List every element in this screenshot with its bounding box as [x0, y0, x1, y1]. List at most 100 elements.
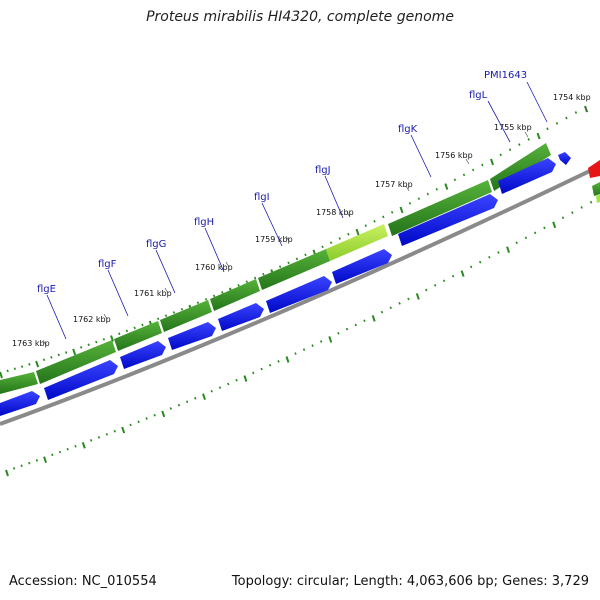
- minor-tick: [345, 327, 349, 331]
- major-tick: [81, 442, 86, 449]
- protein-arrow: [266, 276, 332, 313]
- major-tick: [243, 375, 248, 382]
- protein-arrow: [332, 249, 392, 284]
- minor-tick: [508, 148, 512, 152]
- minor-tick: [295, 257, 299, 261]
- gene-label-flgl: flgL: [469, 90, 488, 101]
- cds-track: [0, 143, 551, 394]
- major-tick: [161, 410, 166, 418]
- minor-tick: [268, 363, 272, 367]
- minor-tick: [518, 143, 521, 146]
- protein-arrow: [498, 158, 556, 194]
- cds-block: [114, 321, 162, 351]
- major-tick: [285, 356, 290, 363]
- minor-tick: [196, 301, 200, 305]
- minor-tick: [262, 272, 265, 276]
- outer-tick-marks: [0, 105, 588, 379]
- minor-tick: [433, 284, 437, 287]
- gene-labels: PMI1643 flgL flgK flgJ flgI flgH flgG fl…: [37, 70, 548, 340]
- minor-tick: [380, 310, 384, 314]
- minor-tick: [389, 306, 392, 310]
- minor-tick: [227, 382, 230, 386]
- kbp-label: 1757 kbp: [375, 180, 413, 189]
- minor-tick: [79, 346, 83, 349]
- minor-tick: [338, 237, 341, 240]
- protein-arrow: [0, 391, 40, 416]
- minor-tick: [304, 253, 307, 257]
- kbp-label: 1760 kbp: [195, 263, 233, 272]
- minor-tick: [580, 206, 583, 209]
- minor-tick: [133, 326, 136, 330]
- minor-tick: [524, 236, 528, 240]
- major-tick: [35, 360, 40, 368]
- gene-label-flgf: flgF: [98, 259, 117, 270]
- major-tick: [536, 132, 541, 140]
- major-tick: [5, 469, 9, 477]
- cds-block: [388, 180, 492, 236]
- kbp-label: 1756 kbp: [435, 151, 473, 160]
- minor-tick: [451, 274, 455, 278]
- minor-tick: [253, 276, 257, 280]
- major-tick: [444, 183, 449, 190]
- minor-tick: [87, 343, 90, 347]
- minor-tick: [426, 192, 430, 196]
- minor-tick: [58, 450, 62, 454]
- minor-tick: [245, 280, 249, 284]
- minor-tick: [20, 464, 23, 468]
- major-tick: [460, 270, 465, 277]
- kbp-label: 1761 kbp: [134, 289, 172, 298]
- minor-tick: [435, 187, 439, 191]
- minor-tick: [488, 255, 491, 259]
- minor-tick: [302, 348, 306, 351]
- minor-tick: [571, 211, 574, 214]
- minor-tick: [51, 453, 54, 457]
- minor-tick: [185, 400, 189, 404]
- minor-tick: [113, 429, 116, 433]
- cds-block-edge: [592, 182, 600, 196]
- minor-tick: [64, 351, 68, 354]
- protein-arrow: [398, 194, 498, 246]
- kbp-label: 1758 kbp: [316, 208, 354, 217]
- minor-tick: [364, 224, 367, 228]
- minor-tick: [180, 307, 184, 311]
- map-title: Proteus mirabilis HI4320, complete genom…: [146, 9, 454, 25]
- gene-label-flgj: flgJ: [315, 165, 331, 176]
- minor-tick: [20, 365, 24, 368]
- minor-tick: [118, 332, 121, 336]
- minor-tick: [156, 317, 160, 321]
- minor-tick: [278, 265, 282, 269]
- minor-tick: [499, 153, 502, 157]
- minor-tick: [102, 337, 106, 341]
- minor-tick: [97, 436, 101, 439]
- minor-tick: [204, 297, 208, 301]
- minor-tick: [125, 329, 129, 333]
- major-tick: [415, 293, 420, 300]
- minor-tick: [390, 211, 394, 214]
- kbp-label: 1759 kbp: [255, 235, 293, 244]
- minor-tick: [95, 340, 98, 344]
- minor-tick: [321, 245, 324, 249]
- minor-tick: [471, 168, 475, 172]
- minor-tick: [105, 432, 109, 436]
- kbp-scale: 1754 kbp 1755 kbp 1756 kbp 1757 kbp 1758…: [12, 93, 591, 348]
- minor-tick: [42, 358, 46, 362]
- kbp-label: 1755 kbp: [494, 123, 532, 132]
- minor-tick: [221, 291, 224, 294]
- gene-feature-edge: [596, 194, 600, 203]
- minor-tick: [212, 294, 216, 298]
- major-tick: [552, 221, 557, 229]
- minor-tick: [74, 444, 77, 448]
- kbp-label: 1762 kbp: [73, 315, 111, 324]
- minor-tick: [28, 461, 31, 465]
- minor-tick: [425, 288, 428, 292]
- major-tick: [43, 456, 47, 463]
- minor-tick: [565, 116, 568, 120]
- backbone-ring: [0, 164, 600, 426]
- minor-tick: [481, 163, 484, 167]
- minor-tick: [363, 319, 366, 323]
- cds-block-highlight: [326, 224, 388, 261]
- minor-tick: [235, 378, 238, 382]
- minor-tick: [469, 265, 473, 269]
- protein-arrow: [44, 360, 118, 400]
- minor-tick: [453, 178, 457, 182]
